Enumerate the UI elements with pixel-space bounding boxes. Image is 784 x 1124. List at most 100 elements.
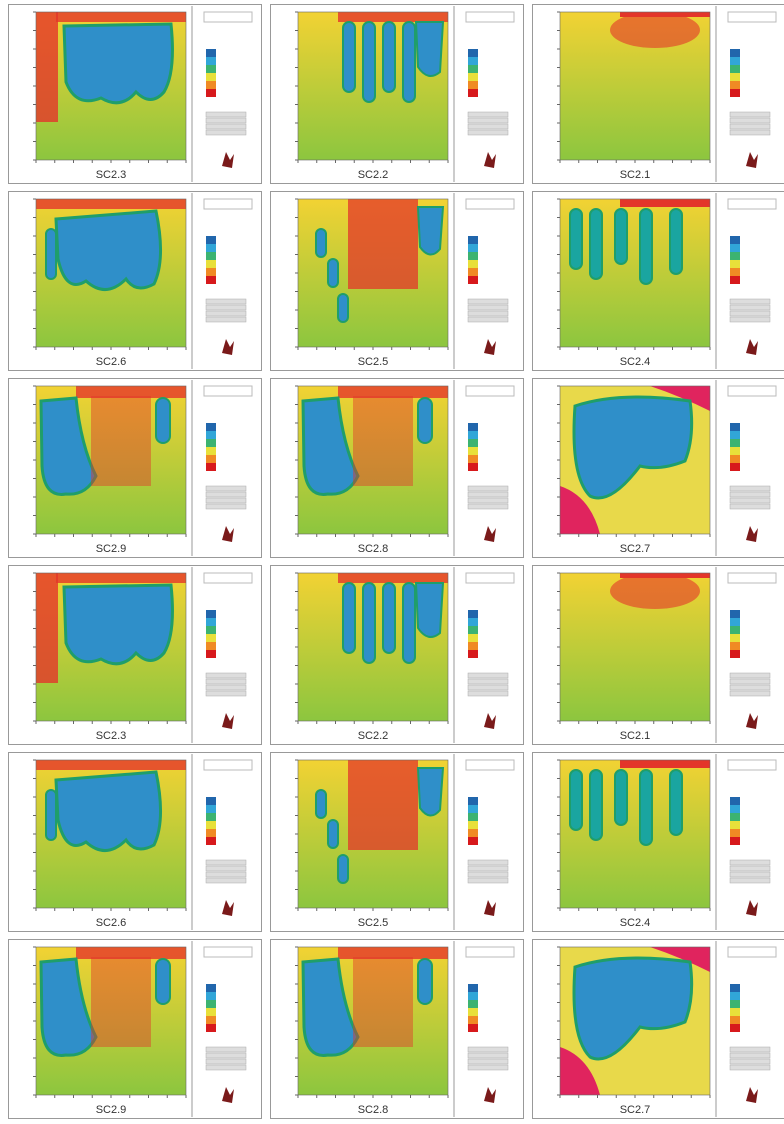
colorbar-swatch <box>206 89 216 97</box>
panel-label: SC2.9 <box>96 1104 127 1116</box>
map-panel: SC2.4 <box>532 191 784 371</box>
plot-area <box>35 385 187 535</box>
colorbar-swatch <box>206 821 216 829</box>
cold-zone <box>62 22 174 105</box>
colorbar-swatch <box>730 821 740 829</box>
colorbar-swatch <box>468 1008 478 1016</box>
colorbar-swatch <box>730 81 740 89</box>
colorbar-swatch <box>206 439 216 447</box>
hot-zone <box>36 199 186 209</box>
plot-area <box>559 198 711 348</box>
colorbar-swatch <box>206 463 216 471</box>
legend-title <box>465 572 515 584</box>
logo <box>484 152 496 168</box>
logo <box>484 339 496 355</box>
colorbar-swatch <box>206 1000 216 1008</box>
hot-zone <box>620 12 710 17</box>
panel-label: SC2.2 <box>358 169 389 181</box>
colorbar-swatch <box>206 837 216 845</box>
colorbar-swatch <box>730 260 740 268</box>
colorbar-swatch <box>468 626 478 634</box>
colorbar-swatch <box>206 829 216 837</box>
map-panel: SC2.3 <box>8 565 262 745</box>
legend-row <box>729 672 771 679</box>
cold-zone <box>327 258 339 288</box>
cold-zone <box>342 21 356 93</box>
colorbar-swatch <box>206 49 216 57</box>
colorbar-swatch <box>468 805 478 813</box>
legend-row <box>729 1058 771 1065</box>
cold-zone <box>414 21 445 77</box>
cold-zone <box>39 396 98 496</box>
legend-row <box>729 684 771 691</box>
colorbar-swatch <box>468 1024 478 1032</box>
plot-area <box>559 11 711 161</box>
cold-zone <box>155 958 171 1005</box>
cold-zone <box>155 397 171 444</box>
logo <box>746 339 758 355</box>
map-panel: SC2.9 <box>8 939 262 1119</box>
colorbar-swatch <box>468 650 478 658</box>
legend-row <box>729 678 771 685</box>
cold-zone <box>54 770 163 852</box>
colorbar-swatch <box>468 642 478 650</box>
legend-title <box>203 198 253 210</box>
legend-row <box>729 871 771 878</box>
cold-zone <box>639 208 653 285</box>
colorbar-swatch <box>206 813 216 821</box>
cold-zone <box>45 228 57 280</box>
colorbar-swatch <box>468 57 478 65</box>
cold-zone <box>417 958 433 1005</box>
legend-row <box>205 865 247 872</box>
legend-title <box>203 946 253 958</box>
cold-zone <box>337 293 349 323</box>
colorbar-swatch <box>730 89 740 97</box>
colorbar-swatch <box>468 276 478 284</box>
colorbar-swatch <box>206 1024 216 1032</box>
logo <box>222 1087 234 1103</box>
panel-label: SC2.9 <box>96 543 127 555</box>
colorbar-swatch <box>206 642 216 650</box>
legend-row <box>467 503 509 510</box>
legend-row <box>467 316 509 323</box>
logo <box>746 152 758 168</box>
map-panel: SC2.2 <box>270 565 524 745</box>
legend-row <box>205 316 247 323</box>
legend-row <box>467 304 509 311</box>
legend-row <box>729 1046 771 1053</box>
colorbar-swatch <box>206 236 216 244</box>
legend-row <box>729 304 771 311</box>
map-panel: SC2.5 <box>270 191 524 371</box>
colorbar-swatch <box>730 73 740 81</box>
map-panel: SC2.1 <box>532 565 784 745</box>
cold-zone <box>402 21 416 103</box>
logo <box>484 1087 496 1103</box>
colorbar-swatch <box>468 984 478 992</box>
colorbar-swatch <box>730 276 740 284</box>
logo <box>484 713 496 729</box>
legend-title <box>727 385 777 397</box>
legend-title <box>465 946 515 958</box>
panel-label: SC2.6 <box>96 917 127 929</box>
legend-row <box>205 117 247 124</box>
colorbar-swatch <box>206 57 216 65</box>
hot-zone <box>36 760 186 770</box>
colorbar-swatch <box>468 634 478 642</box>
colorbar-swatch <box>206 610 216 618</box>
cold-zone <box>315 789 327 819</box>
legend-row <box>205 1058 247 1065</box>
legend-row <box>729 859 771 866</box>
colorbar-swatch <box>730 57 740 65</box>
colorbar-swatch <box>730 49 740 57</box>
legend-row <box>467 485 509 492</box>
panel-label: SC2.2 <box>358 730 389 742</box>
colorbar-swatch <box>730 1008 740 1016</box>
logo <box>746 526 758 542</box>
legend-title <box>465 759 515 771</box>
hot-zone <box>650 947 710 972</box>
colorbar-swatch <box>468 1000 478 1008</box>
plot-area <box>297 198 449 348</box>
legend-row <box>467 877 509 884</box>
legend-row <box>467 491 509 498</box>
legend-row <box>729 877 771 884</box>
